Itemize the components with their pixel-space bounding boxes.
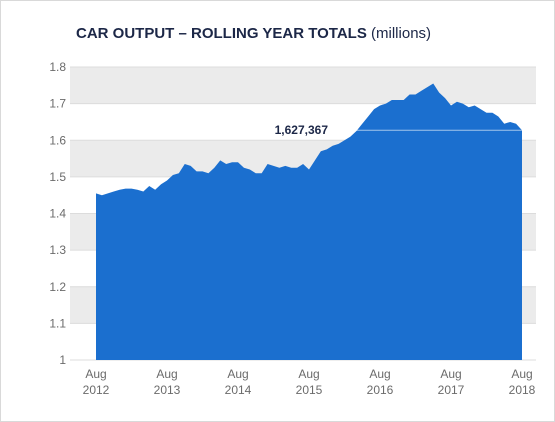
x-tick-label: Aug 2016 bbox=[367, 367, 394, 397]
x-tick-line: Aug bbox=[369, 367, 390, 381]
x-tick-label: Aug 2015 bbox=[296, 367, 323, 397]
x-tick-label: Aug 2017 bbox=[438, 367, 465, 397]
x-tick-label: Aug 2013 bbox=[154, 367, 181, 397]
title-main: CAR OUTPUT – ROLLING YEAR TOTALS bbox=[76, 25, 367, 42]
y-tick-label: 1.5 bbox=[49, 170, 66, 184]
x-tick-line: Aug bbox=[85, 367, 106, 381]
band bbox=[70, 67, 536, 104]
y-tick-label: 1 bbox=[59, 353, 66, 367]
y-tick-label: 1.6 bbox=[49, 133, 66, 147]
x-tick-line: 2012 bbox=[83, 383, 110, 397]
x-tick-line: 2015 bbox=[296, 383, 323, 397]
area bbox=[96, 83, 522, 360]
x-tick-line: Aug bbox=[440, 367, 461, 381]
x-tick-line: 2017 bbox=[438, 383, 465, 397]
title-unit: (millions) bbox=[371, 25, 431, 42]
x-tick-line: Aug bbox=[156, 367, 177, 381]
x-tick-line: Aug bbox=[227, 367, 248, 381]
y-tick-label: 1.8 bbox=[49, 60, 66, 74]
y-tick-label: 1.7 bbox=[49, 97, 66, 111]
x-tick-label: Aug 2018 bbox=[509, 367, 536, 397]
x-tick-label: Aug 2014 bbox=[225, 367, 252, 397]
annotation-label: 1,627,367 bbox=[275, 123, 329, 137]
x-tick-line: 2013 bbox=[154, 383, 181, 397]
x-tick-line: Aug bbox=[511, 367, 532, 381]
x-tick-line: 2018 bbox=[509, 383, 536, 397]
y-tick-label: 1.4 bbox=[49, 207, 66, 221]
y-tick-label: 1.1 bbox=[49, 316, 66, 330]
y-tick-label: 1.2 bbox=[49, 280, 66, 294]
x-tick-label: Aug 2012 bbox=[83, 367, 110, 397]
plot: 1 1.1 1.2 1.3 1.4 1.5 1.6 1.7 1.8 1,627,367 Aug 201… bbox=[49, 60, 536, 397]
x-tick-line: Aug bbox=[298, 367, 319, 381]
x-tick-line: 2014 bbox=[225, 383, 252, 397]
y-tick-label: 1.3 bbox=[49, 243, 66, 257]
chart-title: CAR OUTPUT – ROLLING YEAR TOTALS (millio… bbox=[76, 25, 431, 42]
x-tick-line: 2016 bbox=[367, 383, 394, 397]
